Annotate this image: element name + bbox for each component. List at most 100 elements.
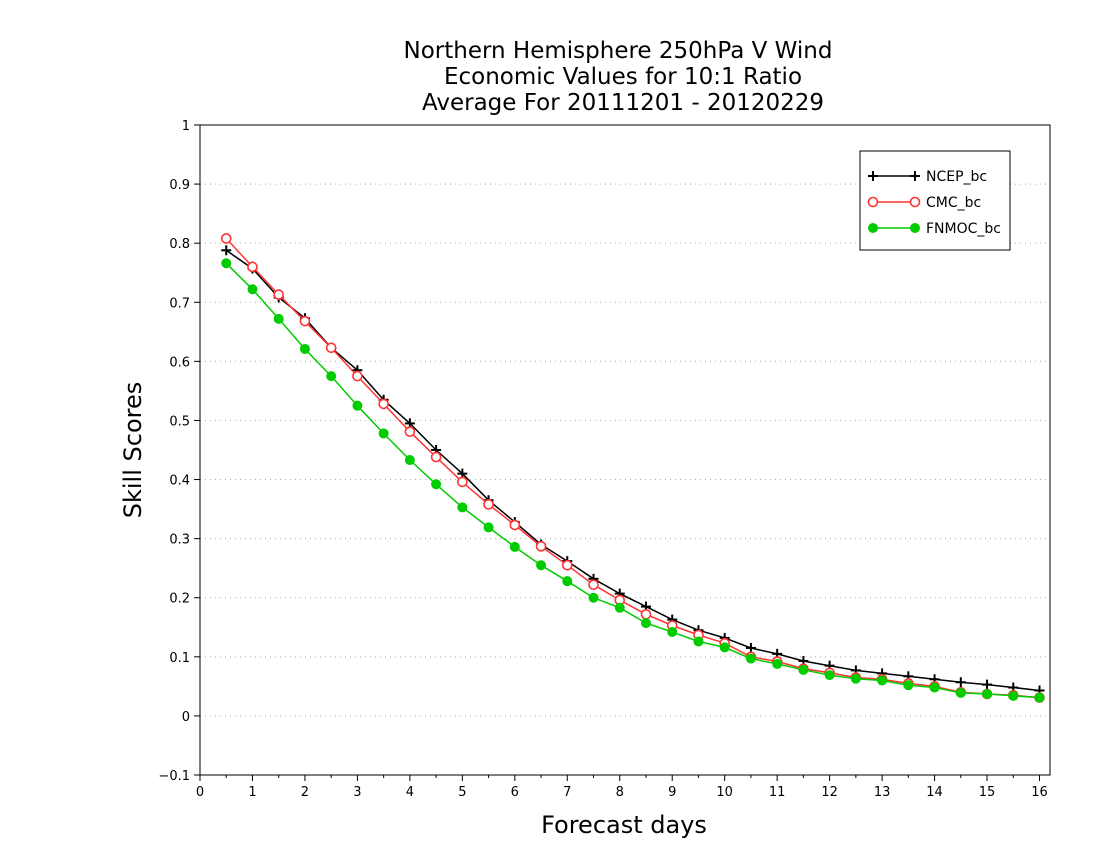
y-axis-label: Skill Scores (119, 382, 147, 519)
x-tick-label: 7 (563, 785, 571, 800)
legend-swatch-marker (909, 196, 921, 208)
data-point-fnmoc-bc (693, 636, 704, 647)
data-point-fnmoc-bc (483, 522, 494, 533)
title-line-3: Average For 20111201 - 20120229 (422, 90, 824, 116)
x-tick-label: 0 (196, 785, 204, 800)
legend-item-cmc-bc: CMC_bc (867, 195, 981, 211)
x-tick-label: 8 (616, 785, 624, 800)
y-tick-label: 0.9 (169, 178, 190, 193)
legend-label: CMC_bc (926, 195, 981, 211)
data-point-ncep-bc (955, 677, 966, 688)
data-point-fnmoc-bc (824, 670, 835, 681)
data-point-fnmoc-bc (509, 541, 520, 552)
y-tick-label: 0.8 (169, 237, 190, 252)
data-point-fnmoc-bc (798, 664, 809, 675)
series-line-cmc-bc (225, 237, 1040, 699)
chart-title: Northern Hemisphere 250hPa V Wind Econom… (404, 38, 833, 116)
data-point-fnmoc-bc (877, 675, 888, 686)
legend-label: NCEP_bc (926, 169, 987, 185)
x-tick-label: 9 (668, 785, 676, 800)
y-tick-label: 0.2 (169, 592, 190, 607)
x-tick-label: 5 (458, 785, 466, 800)
data-point-cmc-bc (378, 398, 389, 410)
data-point-fnmoc-bc (273, 313, 284, 324)
data-point-cmc-bc (299, 315, 311, 327)
data-point-fnmoc-bc (588, 592, 599, 603)
data-point-fnmoc-bc (247, 284, 258, 295)
data-point-fnmoc-bc (955, 687, 966, 698)
legend-swatch-marker (868, 171, 878, 181)
data-point-fnmoc-bc (1034, 692, 1045, 703)
x-tick-label: 12 (821, 785, 838, 800)
series-ncep-bc (221, 245, 1045, 696)
data-point-ncep-bc (745, 642, 756, 653)
data-point-cmc-bc (509, 519, 521, 531)
legend-swatch-marker (910, 223, 920, 233)
title-line-1: Northern Hemisphere 250hPa V Wind (404, 38, 833, 64)
x-tick-label: 10 (716, 785, 733, 800)
plot-frame (199, 124, 1051, 776)
data-point-cmc-bc (273, 289, 285, 300)
data-point-fnmoc-bc (772, 658, 783, 669)
data-point-fnmoc-bc (326, 371, 337, 382)
legend-item-ncep-bc: NCEP_bc (868, 169, 987, 185)
data-point-fnmoc-bc (378, 428, 389, 439)
x-axis-ticks: 0 1 2 3 4 5 6 7 8 9 10 11 12 13 14 15 16 (196, 775, 1048, 800)
x-axis-label: Forecast days (541, 811, 707, 839)
data-point-cmc-bc (588, 579, 599, 591)
data-point-fnmoc-bc (221, 258, 232, 269)
data-point-fnmoc-bc (431, 479, 442, 490)
data-point-cmc-bc (483, 499, 494, 510)
y-tick-label: 0.4 (169, 474, 190, 489)
data-point-fnmoc-bc (850, 673, 861, 684)
data-point-fnmoc-bc (404, 455, 415, 466)
y-tick-label: 0 (182, 710, 190, 725)
data-point-fnmoc-bc (903, 680, 914, 691)
data-point-ncep-bc (982, 679, 993, 690)
data-point-cmc-bc (220, 233, 232, 244)
series-layer (220, 233, 1045, 703)
legend-box (859, 150, 1011, 251)
x-tick-label: 13 (874, 785, 891, 800)
series-cmc-bc (220, 233, 1045, 703)
legend-swatch-marker (910, 171, 920, 181)
y-tick-label: 0.1 (169, 651, 190, 666)
x-tick-label: 15 (979, 785, 996, 800)
legend-item-fnmoc-bc: FNMOC_bc (868, 221, 1001, 237)
legend-swatch-marker (867, 196, 879, 208)
data-point-fnmoc-bc (1008, 690, 1019, 701)
data-point-fnmoc-bc (640, 618, 651, 629)
title-line-2: Economic Values for 10:1 Ratio (444, 64, 802, 90)
x-tick-label: 14 (926, 785, 943, 800)
data-point-fnmoc-bc (667, 627, 678, 637)
data-point-cmc-bc (535, 541, 547, 552)
y-tick-label: 0.5 (169, 414, 190, 429)
x-tick-label: 6 (511, 785, 519, 800)
data-point-cmc-bc (640, 608, 652, 620)
x-tick-label: 16 (1031, 785, 1048, 800)
data-point-fnmoc-bc (562, 576, 573, 587)
data-point-fnmoc-bc (745, 653, 756, 664)
data-point-cmc-bc (247, 261, 258, 273)
series-line-ncep-bc (225, 249, 1040, 692)
data-point-fnmoc-bc (457, 502, 468, 513)
data-point-cmc-bc (352, 370, 363, 382)
legend-swatch-marker (868, 223, 878, 233)
y-axis-ticks: −0.1 0 0.1 0.2 0.3 0.4 0.5 0.6 0.7 0.8 0.9 1 (158, 119, 200, 784)
data-point-cmc-bc (457, 476, 468, 488)
x-tick-label: 4 (406, 785, 414, 800)
data-point-cmc-bc (404, 426, 416, 437)
data-point-fnmoc-bc (299, 343, 310, 354)
y-tick-label: −0.1 (158, 769, 190, 784)
data-point-fnmoc-bc (982, 689, 993, 700)
data-point-cmc-bc (430, 451, 442, 463)
x-tick-label: 1 (248, 785, 256, 800)
y-tick-label: 0.7 (169, 296, 190, 311)
data-point-fnmoc-bc (536, 560, 547, 571)
data-point-cmc-bc (325, 342, 337, 354)
series-fnmoc-bc (221, 258, 1045, 703)
legend-label: FNMOC_bc (926, 221, 1001, 237)
data-point-fnmoc-bc (929, 682, 940, 693)
data-point-fnmoc-bc (719, 642, 730, 653)
